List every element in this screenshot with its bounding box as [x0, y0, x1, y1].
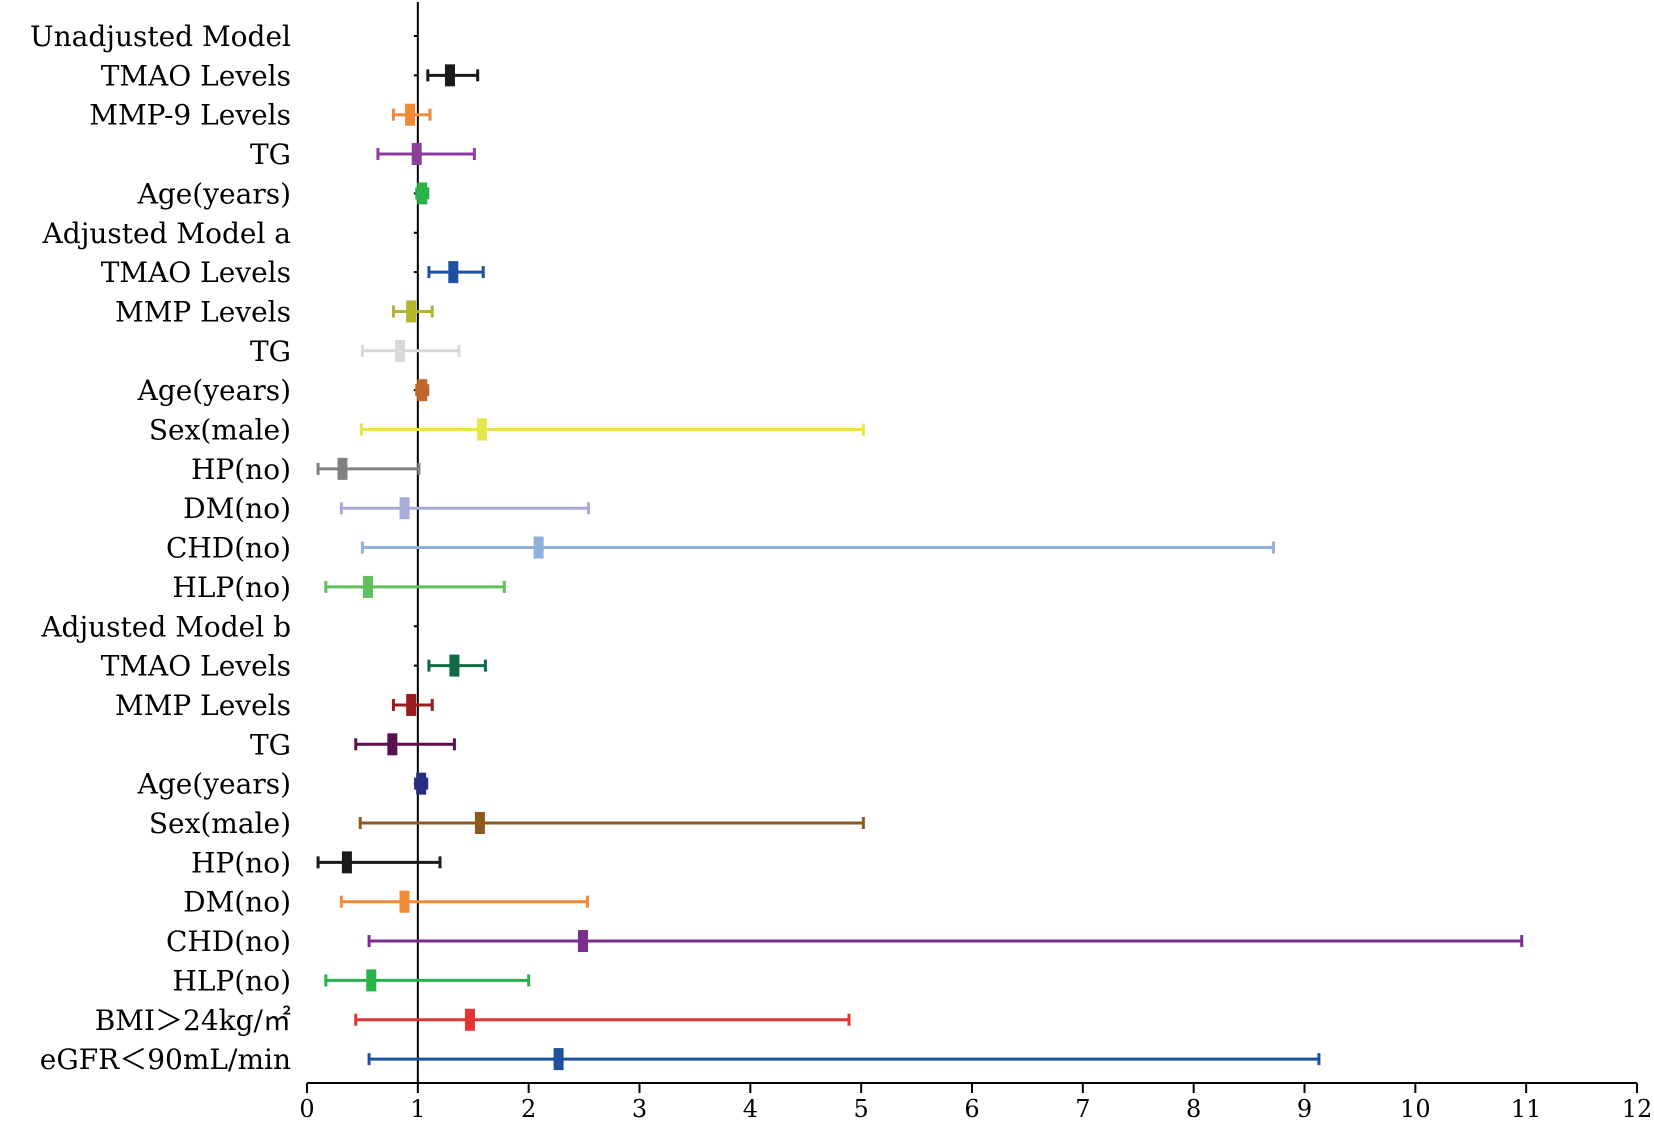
forest-row: Age(years): [137, 177, 430, 210]
estimate-marker: [417, 379, 428, 402]
estimate-marker: [553, 1048, 564, 1071]
row-label: HLP(no): [172, 571, 291, 604]
estimate-marker: [448, 261, 459, 284]
row-label: TMAO Levels: [101, 256, 291, 289]
forest-row: HP(no): [191, 453, 421, 486]
estimate-marker: [341, 851, 352, 874]
forest-row: CHD(no): [166, 925, 1524, 958]
model-header-label: Adjusted Model a: [42, 217, 291, 250]
row-label: CHD(no): [166, 532, 291, 565]
x-tick-label: 9: [1297, 1095, 1312, 1121]
estimate-marker: [417, 182, 428, 205]
row-label: Sex(male): [149, 807, 291, 840]
forest-row: TG: [250, 335, 461, 368]
row-label: HLP(no): [172, 964, 291, 997]
forest-row: MMP Levels: [115, 295, 434, 328]
model-header-label: Unadjusted Model: [30, 20, 291, 53]
forest-row: DM(no): [183, 492, 591, 525]
row-label: CHD(no): [166, 925, 291, 958]
forest-row: TG: [250, 138, 476, 171]
row-label: TMAO Levels: [101, 59, 291, 92]
forest-row: eGFR＜90mL/min: [40, 1043, 1321, 1076]
forest-row: TMAO Levels: [101, 59, 480, 92]
estimate-marker: [477, 418, 488, 441]
x-tick-label: 6: [964, 1095, 979, 1121]
row-label: Age(years): [137, 768, 291, 801]
estimate-marker: [406, 693, 417, 716]
x-tick-label: 10: [1400, 1095, 1431, 1121]
row-label: MMP Levels: [115, 689, 291, 722]
estimate-marker: [416, 772, 427, 795]
forest-row: TMAO Levels: [101, 256, 485, 289]
model-header-row: Adjusted Model a: [42, 217, 418, 250]
x-tick-label: 4: [743, 1095, 758, 1121]
row-label: DM(no): [183, 492, 291, 525]
x-tick-label: 11: [1511, 1095, 1542, 1121]
forest-row: HP(no): [191, 846, 442, 879]
estimate-marker: [337, 457, 348, 480]
estimate-marker: [533, 536, 544, 559]
estimate-marker: [366, 969, 377, 992]
row-label: Sex(male): [149, 414, 291, 447]
forest-row: Sex(male): [149, 807, 865, 840]
x-tick-label: 8: [1186, 1095, 1201, 1121]
estimate-marker: [406, 300, 417, 323]
model-header-label: Adjusted Model b: [40, 610, 291, 643]
row-label: MMP Levels: [115, 295, 291, 328]
x-tick-label: 12: [1622, 1095, 1653, 1121]
estimate-marker: [449, 654, 460, 677]
estimate-marker: [411, 143, 422, 166]
x-tick-label: 2: [521, 1095, 536, 1121]
forest-row: Sex(male): [149, 414, 865, 447]
forest-row: Age(years): [137, 768, 429, 801]
row-label: eGFR＜90mL/min: [40, 1043, 291, 1076]
forest-row: CHD(no): [166, 532, 1275, 565]
forest-row: DM(no): [183, 886, 589, 919]
row-label: TG: [250, 335, 291, 368]
model-header-row: Adjusted Model b: [40, 610, 418, 643]
forest-row: TG: [250, 728, 456, 761]
estimate-marker: [387, 733, 398, 756]
model-header-row: Unadjusted Model: [30, 20, 418, 53]
row-label: TG: [250, 138, 291, 171]
row-label: DM(no): [183, 886, 291, 919]
estimate-marker: [399, 890, 410, 913]
estimate-marker: [444, 64, 455, 87]
forest-row: MMP Levels: [115, 689, 434, 722]
row-label: Age(years): [137, 177, 291, 210]
estimate-marker: [362, 575, 373, 598]
x-tick-label: 1: [410, 1095, 425, 1121]
forest-row: HLP(no): [172, 964, 531, 997]
estimate-marker: [395, 339, 406, 362]
row-label: MMP-9 Levels: [89, 99, 291, 132]
x-tick-label: 5: [854, 1095, 869, 1121]
estimate-marker: [577, 930, 588, 953]
row-label: BMI＞24kg/㎡: [95, 1004, 291, 1037]
row-label: HP(no): [191, 846, 291, 879]
row-label: TMAO Levels: [101, 650, 291, 683]
estimate-marker: [474, 812, 485, 834]
forest-row: Age(years): [137, 374, 430, 407]
forest-row: TMAO Levels: [101, 650, 487, 683]
row-label: TG: [250, 728, 291, 761]
forest-row: BMI＞24kg/㎡: [95, 1004, 851, 1037]
estimate-marker: [464, 1008, 475, 1031]
x-tick-label: 0: [299, 1095, 314, 1121]
estimate-marker: [399, 497, 410, 520]
x-tick-label: 3: [632, 1095, 647, 1121]
forest-row: HLP(no): [172, 571, 506, 604]
estimate-marker: [405, 103, 416, 126]
forest-row: MMP-9 Levels: [89, 99, 432, 132]
row-label: HP(no): [191, 453, 291, 486]
x-tick-label: 7: [1075, 1095, 1090, 1121]
row-label: Age(years): [137, 374, 291, 407]
